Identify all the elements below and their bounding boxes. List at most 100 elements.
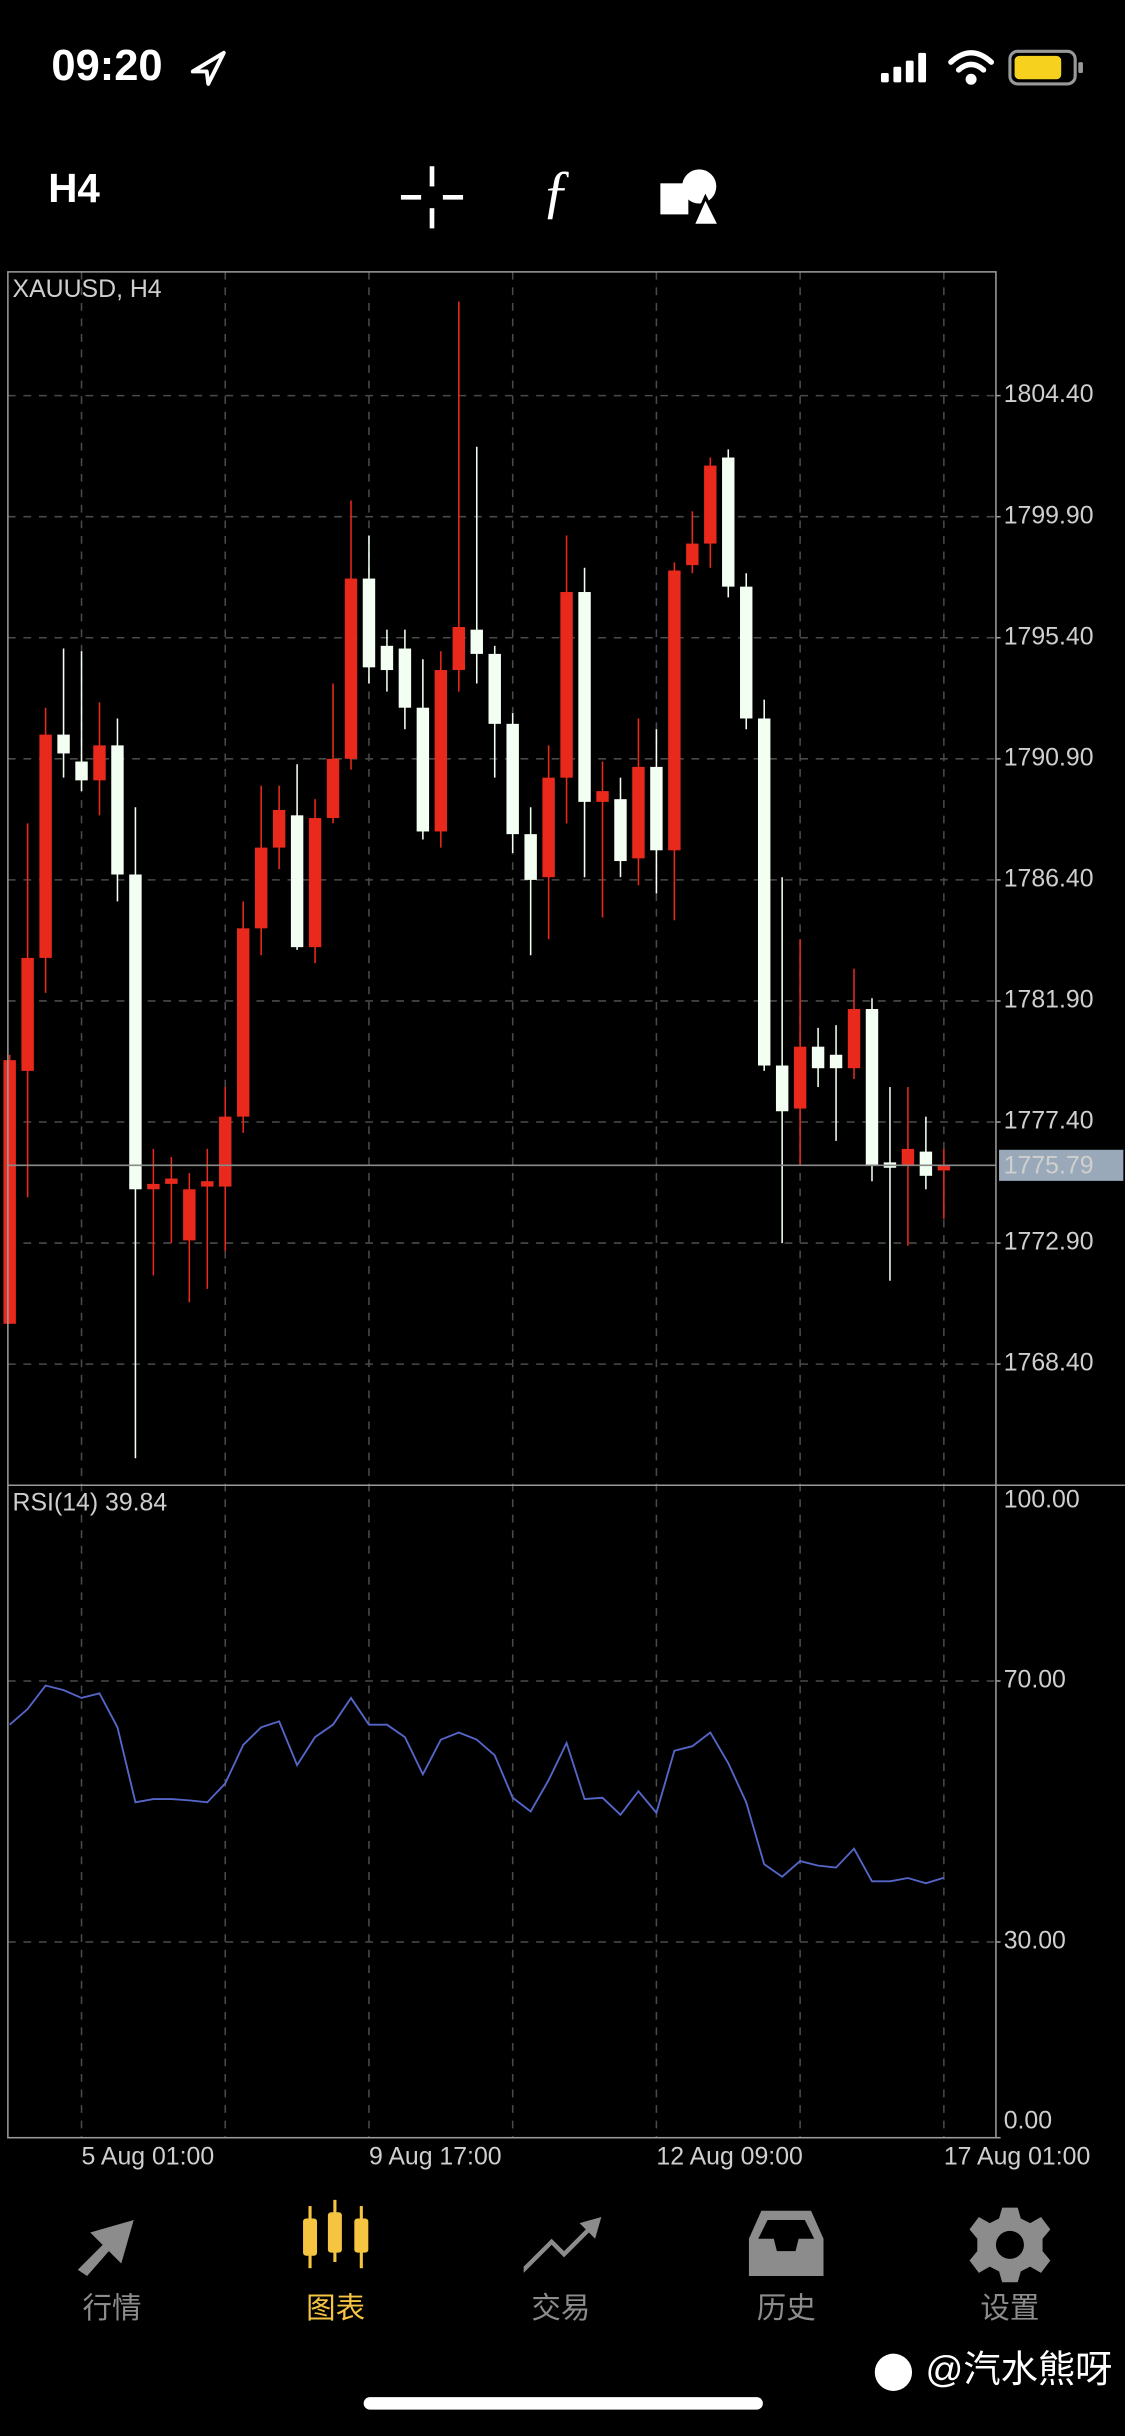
candle-body: [219, 1116, 232, 1187]
battery-tip: [1078, 62, 1083, 74]
candle-body: [614, 799, 627, 862]
candle-body: [39, 734, 52, 958]
x-tick-label: 5 Aug 01:00: [82, 2143, 215, 2170]
tab-icon[interactable]: [303, 2199, 369, 2269]
watermark-icon: [874, 2353, 913, 2391]
candle-body: [290, 815, 304, 948]
candle-body: [686, 543, 699, 566]
candle-body: [308, 818, 322, 948]
chart-frame: [7, 271, 997, 2139]
indicator-button[interactable]: ƒ: [542, 158, 572, 224]
x-tick-label: 17 Aug 01:00: [944, 2143, 1090, 2170]
candle-body: [147, 1183, 160, 1190]
candle-body: [829, 1054, 843, 1069]
battery-icon: [1008, 49, 1077, 86]
x-tick-label: 12 Aug 09:00: [656, 2143, 802, 2170]
candle-body: [668, 570, 681, 851]
candle-body: [775, 1065, 789, 1112]
last-price-box: [999, 1149, 1124, 1181]
home-indicator: [363, 2397, 763, 2410]
candle-body: [757, 718, 771, 1066]
candle-body: [326, 758, 340, 819]
tab-icon[interactable]: [523, 2216, 602, 2273]
candle-body: [470, 629, 483, 654]
candle-body: [75, 761, 88, 781]
candle-body: [57, 734, 70, 754]
candle-body: [111, 745, 124, 875]
tab-icon[interactable]: [748, 2210, 824, 2276]
candle-body: [3, 1060, 16, 1324]
candle-body: [847, 1009, 861, 1069]
crosshair-button[interactable]: [400, 166, 464, 229]
y-tick-label: 1768.40: [1004, 1350, 1094, 1377]
candle-body: [560, 592, 573, 778]
candle-body: [183, 1189, 196, 1241]
watermark: @汽水熊呀: [926, 2348, 1113, 2390]
candle-body: [380, 645, 394, 671]
timeframe[interactable]: H4: [48, 165, 100, 211]
location-icon: [190, 50, 226, 86]
status-time: 09:20: [51, 42, 162, 90]
tab-label[interactable]: 历史: [757, 2292, 816, 2325]
candle-body: [201, 1181, 214, 1187]
candle-body: [937, 1165, 951, 1171]
rsi-line: [9, 1684, 945, 1885]
pane-title: XAUUSD, H4: [13, 276, 162, 303]
candle-body: [722, 457, 735, 587]
tab-label[interactable]: 图表: [306, 2292, 365, 2325]
candle-body: [578, 592, 591, 802]
candle-body: [21, 957, 34, 1071]
tab-icon[interactable]: [969, 2207, 1051, 2283]
chart-area: 5 Aug 01:00 9 Aug 17:00 12 Aug 09:00 17 Aug…: [3, 271, 1125, 2170]
pane-title: RSI(14) 39.84: [13, 1489, 168, 1516]
y-tick-label: 70.00: [1004, 1667, 1066, 1694]
y-tick-label: 1799.90: [1004, 502, 1094, 529]
y-tick-label: 1781.90: [1004, 987, 1094, 1014]
wifi-icon: [948, 50, 995, 85]
battery-level: [1014, 55, 1062, 80]
y-tick-label: 1777.40: [1004, 1108, 1094, 1135]
y-tick-label: 100.00: [1004, 1486, 1080, 1513]
y-tick-label: 0.00: [1004, 2108, 1052, 2135]
tab-label[interactable]: 行情: [82, 2292, 141, 2325]
candle-body: [434, 670, 448, 832]
y-tick-label: 1790.90: [1004, 744, 1094, 771]
candle-body: [416, 707, 430, 832]
candle-body: [811, 1046, 825, 1069]
candle-body: [542, 777, 555, 878]
last-price-label: 1775.79: [1004, 1152, 1094, 1179]
candle-body: [740, 586, 753, 719]
candle-body: [901, 1148, 915, 1166]
candle-body: [398, 648, 412, 708]
y-tick-label: 1795.40: [1004, 623, 1094, 650]
candle-body: [237, 928, 250, 1117]
candle-body: [272, 809, 286, 848]
candle-body: [704, 465, 717, 544]
objects-button[interactable]: [660, 169, 722, 227]
candle-body: [919, 1151, 933, 1176]
candle-body: [506, 723, 519, 835]
y-tick-label: 1804.40: [1004, 381, 1094, 408]
candle-body: [254, 847, 268, 929]
tab-label[interactable]: 交易: [531, 2292, 590, 2325]
candle-body: [165, 1178, 178, 1184]
candle-body: [650, 766, 663, 851]
candle-body: [793, 1046, 807, 1109]
candle-body: [129, 874, 142, 1190]
y-tick-label: 1772.90: [1004, 1229, 1094, 1256]
candle-body: [488, 653, 501, 724]
candle-body: [452, 626, 466, 671]
tab-icons: [77, 2199, 1051, 2283]
candle-body: [524, 834, 537, 880]
signal-icon: [880, 52, 927, 83]
candle-body: [362, 578, 376, 668]
candle-body: [93, 745, 106, 781]
candle-body: [344, 578, 358, 759]
candle-body: [865, 1009, 879, 1166]
x-tick-label: 9 Aug 17:00: [369, 2143, 502, 2170]
tab-label[interactable]: 设置: [980, 2292, 1039, 2325]
y-tick-label: 30.00: [1004, 1928, 1066, 1955]
